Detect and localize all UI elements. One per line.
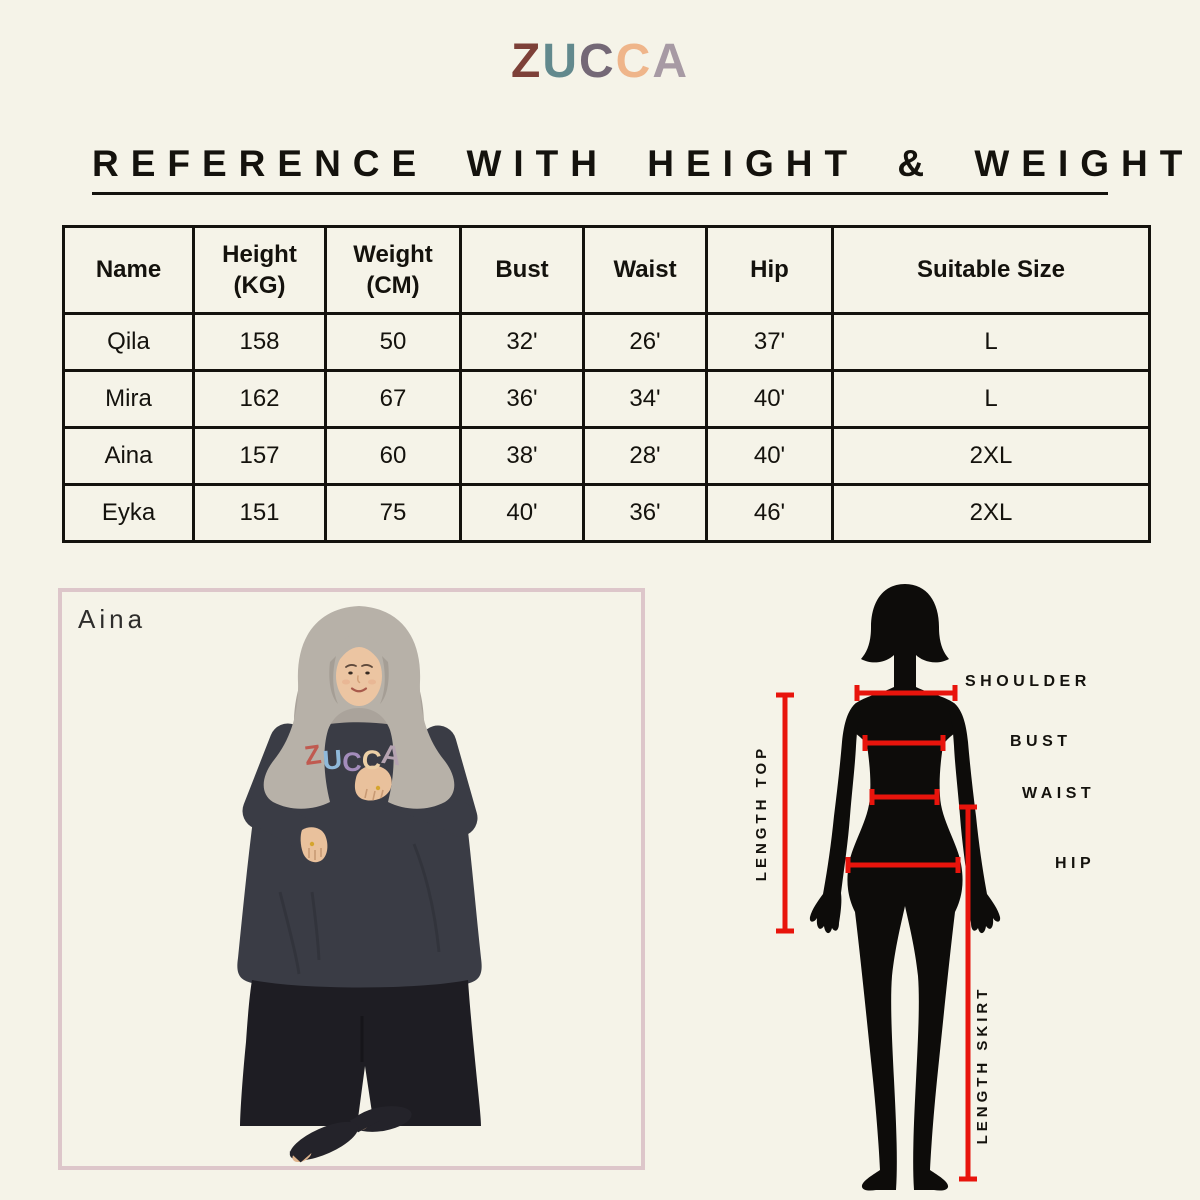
hijab-face-frame [329, 656, 389, 704]
table-cell: Mira [62, 369, 195, 429]
column-header: Waist [582, 225, 708, 315]
ring [375, 785, 381, 791]
shoulder-label: SHOULDER [965, 673, 1091, 690]
shirt-print-letter: Z [302, 739, 323, 771]
table-cell: 36' [582, 483, 708, 543]
column-header: Height (KG) [192, 225, 327, 315]
table-row: Mira 162 67 36' 34' 40' L [62, 369, 1151, 429]
table-cell: 40' [705, 369, 834, 429]
length-top-line [776, 692, 794, 934]
table-cell: L [831, 312, 1151, 372]
column-header: Bust [459, 225, 585, 315]
table-cell: 34' [582, 369, 708, 429]
silhouette-body [846, 584, 964, 1191]
hijab-forehead-edge [334, 634, 384, 668]
hip-line [845, 857, 961, 873]
table-cell: 32' [459, 312, 585, 372]
table-cell: 46' [705, 483, 834, 543]
eyebrow [361, 664, 373, 668]
column-header: Suitable Size [831, 225, 1151, 315]
table-cell: 28' [582, 426, 708, 486]
eye [365, 671, 370, 675]
table-cell: 75 [324, 483, 462, 543]
measurement-diagram: SHOULDER BUST WAIST HIP LENGTH TOP LENGT… [753, 584, 1095, 1191]
ring [309, 841, 315, 847]
brand-logo-letter: C [615, 35, 653, 88]
table-cell: 157 [192, 426, 327, 486]
shoulder-line [854, 685, 958, 701]
model-illustration: Z U C C A [237, 606, 482, 1163]
table-cell: Aina [62, 426, 195, 486]
length-skirt-line [959, 804, 977, 1182]
length-top-label: LENGTH TOP [753, 745, 770, 881]
column-header: Name [62, 225, 195, 315]
size-table-body: Qila 158 50 32' 26' 37' L Mira 162 67 36' 34' 40' L Ai… [62, 312, 1151, 543]
eyebrow [345, 664, 357, 668]
silhouette-right-arm [949, 703, 1001, 934]
brand-logo: ZUCCA [0, 38, 1200, 86]
title-underline [92, 191, 1108, 195]
title-block: REFERENCE WITH HEIGHT & WEIGHT [92, 143, 1195, 195]
blush [342, 679, 350, 685]
table-cell: 2XL [831, 426, 1151, 486]
brand-logo-letter: C [578, 35, 616, 88]
length-skirt-label: LENGTH SKIRT [974, 986, 991, 1145]
model-photo: Z U C C A [237, 606, 482, 1163]
model-name-label: Aina [78, 604, 147, 634]
table-cell: L [831, 369, 1151, 429]
table-cell: Qila [62, 312, 195, 372]
pants [240, 980, 481, 1126]
brand-logo-letter: A [652, 35, 689, 88]
table-cell: 40' [705, 426, 834, 486]
bust-line [862, 735, 946, 751]
eye [348, 671, 353, 675]
waist-line [869, 789, 940, 805]
column-header: Weight (CM) [324, 225, 462, 315]
tunic-folds [278, 843, 441, 975]
table-cell: 36' [459, 369, 585, 429]
table-cell: Eyka [62, 483, 195, 543]
face [336, 646, 382, 706]
hip-label: HIP [1055, 855, 1095, 872]
table-cell: 26' [582, 312, 708, 372]
hijab-hood [263, 606, 455, 809]
table-cell: 50 [324, 312, 462, 372]
shirt-print-letter: A [380, 739, 403, 771]
table-cell: 60 [324, 426, 462, 486]
smile [350, 687, 368, 693]
table-cell: 158 [192, 312, 327, 372]
table-row: Qila 158 50 32' 26' 37' L [62, 312, 1151, 372]
shirt-print-letter: C [342, 747, 362, 777]
silhouette-left-arm [809, 703, 861, 934]
left-forearm [245, 795, 321, 851]
table-cell: 151 [192, 483, 327, 543]
nose [356, 675, 361, 684]
left-sandal [289, 1121, 359, 1163]
table-row: Aina 157 60 38' 28' 40' 2XL [62, 426, 1151, 486]
shirt-print-letter: C [361, 744, 383, 775]
brand-logo-letter: Z [510, 35, 543, 88]
table-cell: 37' [705, 312, 834, 372]
size-table: Name Height (KG) Weight (CM) Bust Waist Hip Su… [62, 225, 1151, 543]
table-row: Eyka 151 75 40' 36' 46' 2XL [62, 483, 1151, 543]
table-cell: 40' [459, 483, 585, 543]
table-cell: 67 [324, 369, 462, 429]
table-cell: 38' [459, 426, 585, 486]
size-table-header-row: Name Height (KG) Weight (CM) Bust Waist Hip Su… [62, 225, 1151, 315]
table-cell: 2XL [831, 483, 1151, 543]
brand-logo-letter: U [542, 35, 579, 88]
waist-label: WAIST [1022, 785, 1095, 802]
shirt-print-letter: U [322, 744, 344, 775]
table-cell: 162 [192, 369, 327, 429]
page-title: REFERENCE WITH HEIGHT & WEIGHT [92, 143, 1195, 184]
right-sandal [349, 1106, 412, 1133]
bust-label: BUST [1010, 733, 1072, 750]
blush [368, 679, 376, 685]
model-photo-card: Z U C C A Aina [58, 588, 645, 1170]
column-header: Hip [705, 225, 834, 315]
